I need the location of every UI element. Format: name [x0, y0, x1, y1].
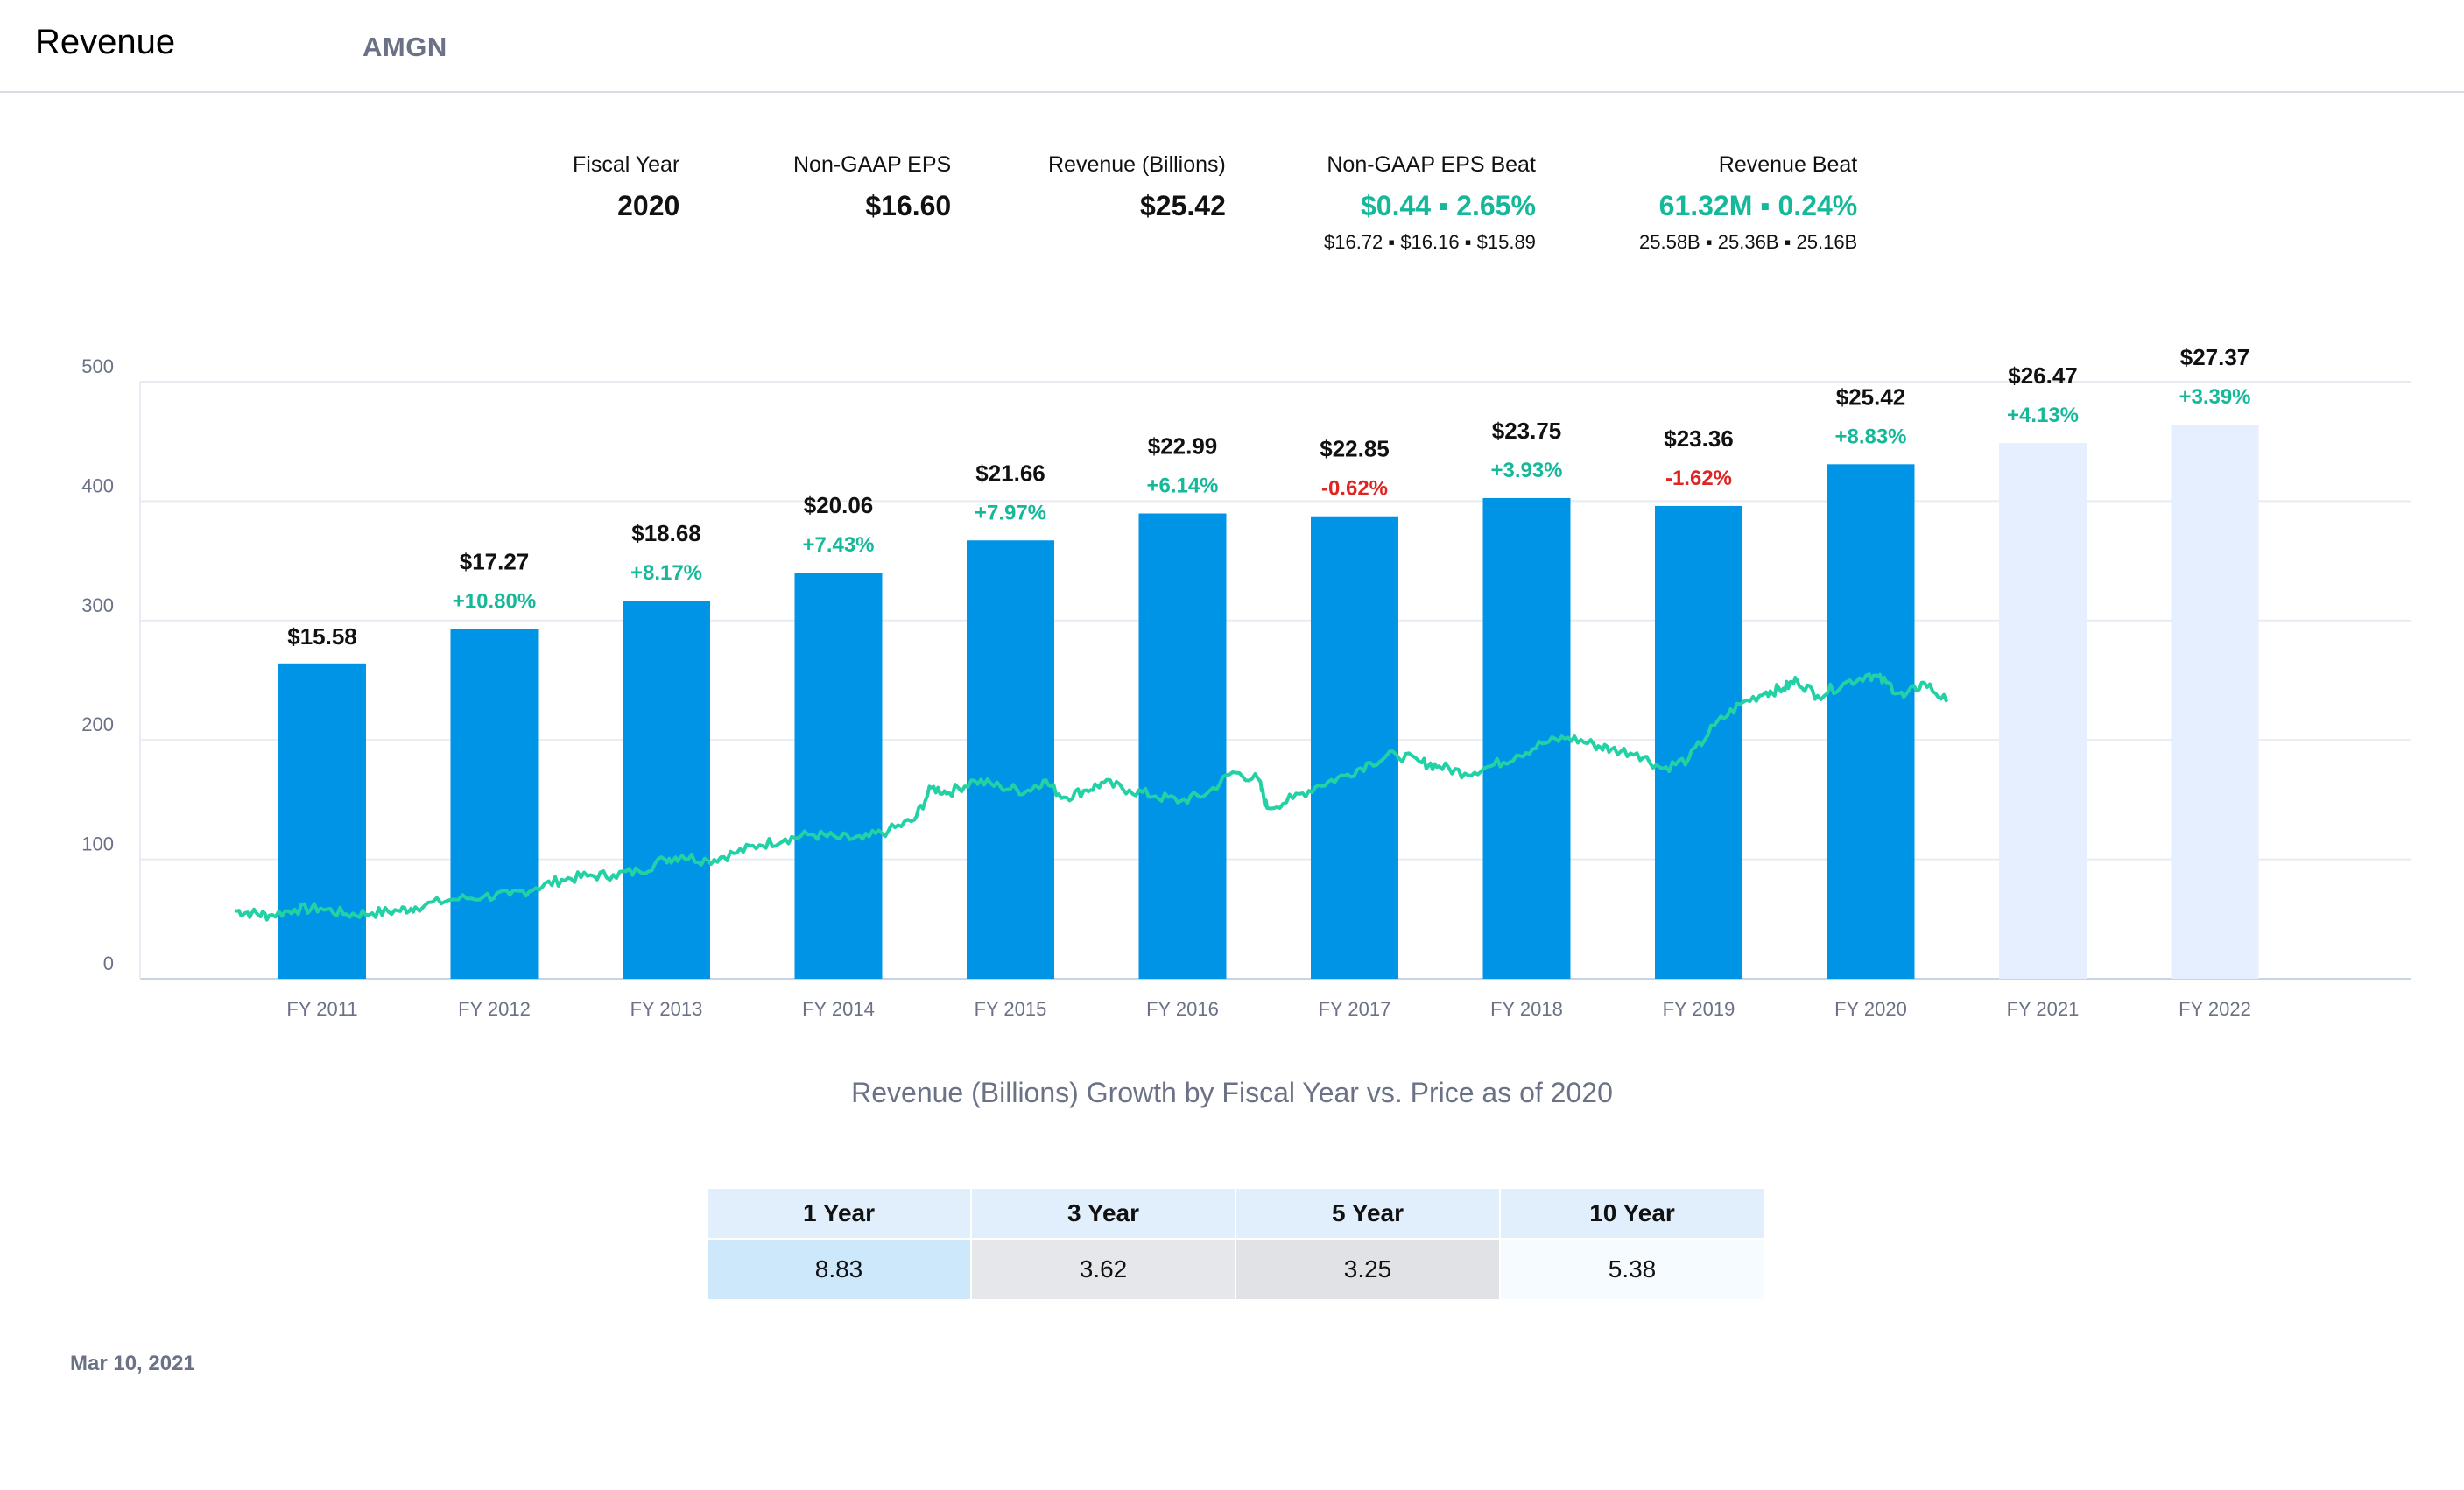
fiscal-year-column: Fiscal Year 2020 [573, 152, 679, 222]
revenue-beat-value: 61.32M ▪ 0.24% [1658, 190, 1858, 221]
revenue-bar [1311, 516, 1398, 979]
y-axis-ticks: 500 400 300 200 100 0 [81, 355, 114, 974]
bar-labels: $15.58 $17.27 +10.80% $18.68 +8.17% $20.06 +7.… [287, 344, 2250, 650]
revenue-beat-estimates: 25.58B ▪ 25.36B ▪ 25.16B [1639, 231, 1858, 253]
growth-header-1y: 1 Year [708, 1189, 970, 1238]
eps-beat-column: Non-GAAP EPS Beat $0.44 ▪ 2.65% $16.72 ▪… [1324, 152, 1536, 254]
revenue-bar [278, 663, 366, 979]
bar-value-label: $23.36 [1664, 425, 1734, 452]
bar-growth-label: +7.43% [802, 533, 874, 557]
y-tick-label: 0 [103, 952, 114, 974]
growth-header-5y: 5 Year [1236, 1189, 1499, 1238]
x-tick-label: FY 2013 [630, 998, 703, 1020]
eps-value: $16.60 [865, 190, 952, 221]
growth-value-10y: 5.38 [1501, 1240, 1764, 1299]
y-tick-label: 400 [81, 474, 114, 496]
eps-column: Non-GAAP EPS $16.60 [793, 152, 951, 222]
growth-header-10y: 10 Year [1501, 1189, 1764, 1238]
x-axis-ticks: FY 2011 FY 2012 FY 2013 FY 2014 FY 2015 FY 20… [286, 998, 2250, 1020]
revenue-bar [1138, 513, 1227, 979]
price-line [234, 672, 1949, 922]
growth-value-3y: 3.62 [972, 1240, 1235, 1299]
page-header: Revenue AMGN [0, 0, 2464, 93]
bar-growth-label: -1.62% [1665, 467, 1732, 490]
bar-growth-label: -0.62% [1321, 477, 1388, 501]
bar-value-label: $20.06 [804, 492, 874, 518]
x-tick-label: FY 2021 [2007, 998, 2080, 1020]
growth-table: 1 Year 3 Year 5 Year 10 Year 8.83 3.62 3… [706, 1187, 1765, 1301]
y-tick-label: 200 [81, 713, 114, 735]
revenue-bar [967, 540, 1054, 979]
revenue-column: Revenue (Billions) $25.42 [1048, 152, 1226, 222]
eps-label: Non-GAAP EPS [793, 152, 952, 177]
bar-growth-label: +8.83% [1834, 425, 1906, 448]
growth-value-5y: 3.25 [1236, 1240, 1499, 1299]
revenue-bar [1827, 464, 1915, 979]
revenue-bar [2171, 425, 2259, 980]
revenue-bar [1999, 443, 2087, 979]
y-tick-label: 100 [81, 833, 114, 855]
x-tick-label: FY 2014 [802, 998, 875, 1020]
x-tick-label: FY 2018 [1490, 998, 1563, 1020]
bar-value-label: $21.66 [975, 460, 1045, 486]
bar-growth-label: +8.17% [630, 561, 702, 585]
growth-value-1y: 8.83 [708, 1240, 970, 1299]
y-tick-label: 300 [81, 594, 114, 616]
bar-growth-label: +6.14% [1146, 474, 1218, 498]
bar-value-label: $22.85 [1320, 436, 1390, 462]
revenue-price-chart: 500 400 300 200 100 0 $15.58 $17.27 +10.80% $18.… [81, 344, 2411, 1020]
x-tick-label: FY 2019 [1663, 998, 1735, 1020]
bar-value-label: $27.37 [2180, 344, 2250, 370]
bar-value-label: $22.99 [1148, 433, 1218, 460]
x-tick-label: FY 2016 [1146, 998, 1219, 1020]
x-tick-label: FY 2022 [2179, 998, 2251, 1020]
bar-value-label: $25.42 [1836, 383, 1906, 410]
bar-value-label: $15.58 [287, 623, 357, 650]
revenue-bar [794, 573, 883, 979]
growth-value-row: 8.83 3.62 3.25 5.38 [708, 1240, 1764, 1299]
bar-value-label: $23.75 [1492, 418, 1562, 444]
x-tick-label: FY 2017 [1319, 998, 1391, 1020]
revenue-bars [278, 425, 2259, 980]
growth-header-row: 1 Year 3 Year 5 Year 10 Year [708, 1189, 1764, 1238]
bar-value-label: $17.27 [460, 549, 530, 575]
bar-growth-label: +7.97% [975, 501, 1046, 524]
bar-value-label: $18.68 [631, 520, 701, 546]
bar-growth-label: +3.39% [2179, 385, 2250, 409]
bar-growth-label: +4.13% [2007, 404, 2079, 427]
revenue-label: Revenue (Billions) [1048, 152, 1226, 177]
footer-date: Mar 10, 2021 [70, 1352, 195, 1375]
price-line-group [234, 672, 1949, 922]
eps-beat-label: Non-GAAP EPS Beat [1327, 152, 1536, 177]
y-tick-label: 500 [81, 355, 114, 377]
revenue-beat-label: Revenue Beat [1718, 152, 1858, 177]
bar-value-label: $26.47 [2008, 362, 2078, 389]
revenue-beat-column: Revenue Beat 61.32M ▪ 0.24% 25.58B ▪ 25.… [1639, 152, 1857, 254]
fiscal-year-value: 2020 [617, 190, 680, 221]
x-tick-label: FY 2020 [1834, 998, 1907, 1020]
fiscal-year-label: Fiscal Year [573, 152, 680, 177]
x-tick-label: FY 2015 [975, 998, 1047, 1020]
bar-growth-label: +3.93% [1490, 459, 1562, 482]
eps-beat-value: $0.44 ▪ 2.65% [1360, 190, 1536, 221]
eps-beat-estimates: $16.72 ▪ $16.16 ▪ $15.89 [1324, 231, 1536, 253]
growth-header-3y: 3 Year [972, 1189, 1235, 1238]
revenue-bar [623, 601, 710, 979]
page-title: Revenue [35, 23, 176, 61]
ticker-symbol[interactable]: AMGN [363, 32, 447, 62]
chart-caption: Revenue (Billions) Growth by Fiscal Year… [851, 1077, 1613, 1108]
x-tick-label: FY 2011 [286, 998, 357, 1020]
revenue-value: $25.42 [1140, 190, 1226, 221]
bar-growth-label: +10.80% [453, 590, 536, 614]
revenue-bar [450, 629, 539, 979]
x-tick-label: FY 2012 [458, 998, 531, 1020]
